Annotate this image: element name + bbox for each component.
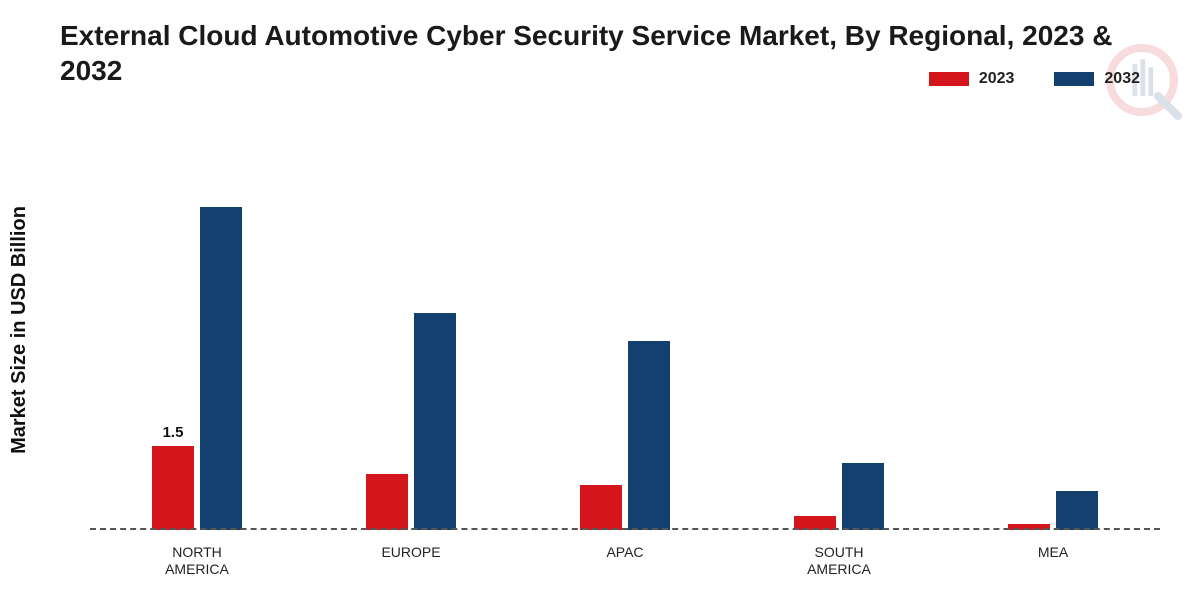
x-label: MEA <box>993 544 1113 578</box>
legend-label-2023: 2023 <box>979 70 1015 88</box>
bar-2032 <box>842 463 884 530</box>
bar-2032 <box>628 341 670 530</box>
legend: 2023 2032 <box>929 70 1140 88</box>
bar-2023 <box>366 474 408 530</box>
legend-item-2032: 2032 <box>1054 70 1140 88</box>
legend-label-2032: 2032 <box>1104 70 1140 88</box>
bar-2032 <box>200 207 242 530</box>
legend-swatch-2023 <box>929 72 969 86</box>
bar-group <box>794 140 884 530</box>
x-axis-baseline <box>90 528 1160 530</box>
x-label: NORTHAMERICA <box>137 544 257 578</box>
bar-groups: 1.5 <box>90 140 1160 530</box>
x-label: APAC <box>565 544 685 578</box>
bar-value-label: 1.5 <box>163 424 184 441</box>
bar-group <box>580 140 670 530</box>
legend-item-2023: 2023 <box>929 70 1015 88</box>
x-axis-labels: NORTHAMERICA EUROPE APAC SOUTHAMERICA MEA <box>90 544 1160 578</box>
x-label: EUROPE <box>351 544 471 578</box>
bar-2032 <box>1056 491 1098 530</box>
y-axis-label: Market Size in USD Billion <box>8 206 31 454</box>
bar-group <box>366 140 456 530</box>
legend-swatch-2032 <box>1054 72 1094 86</box>
bar-group <box>1008 140 1098 530</box>
bar-2023: 1.5 <box>152 446 194 530</box>
bar-2032 <box>414 313 456 530</box>
plot-area: 1.5 <box>90 140 1160 530</box>
bar-group: 1.5 <box>152 140 242 530</box>
x-label: SOUTHAMERICA <box>779 544 899 578</box>
bar-2023 <box>580 485 622 530</box>
